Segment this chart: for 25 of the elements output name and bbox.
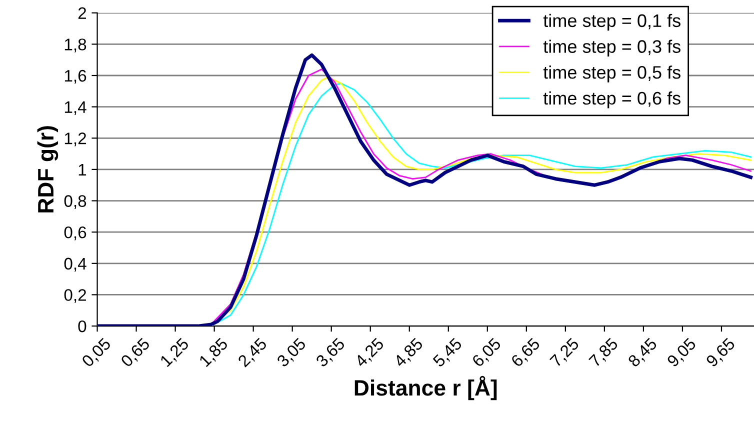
- legend-label: time step = 0,3 fs: [543, 40, 680, 57]
- x-tick-label: 6,05: [471, 337, 503, 369]
- y-tick-label: 0,6: [64, 226, 86, 240]
- x-tick-label: 4,25: [354, 337, 386, 370]
- y-tick-label: 1,2: [64, 132, 86, 146]
- y-tick-label: 1,8: [64, 38, 86, 52]
- x-tick-label: 6,65: [510, 337, 542, 369]
- y-tick-label: 0,8: [64, 195, 86, 209]
- y-tick-label: 1: [78, 164, 86, 176]
- x-axis-title: Distance r [Å]: [354, 376, 497, 400]
- x-tick-label: 4,85: [393, 337, 425, 370]
- y-tick-label: 0,2: [64, 289, 86, 303]
- x-tick-label: 0,05: [81, 337, 113, 369]
- y-tick-label: 1,4: [64, 101, 86, 115]
- y-tick-label: 0,4: [64, 258, 86, 272]
- legend-label: time step = 0,6 fs: [543, 91, 680, 108]
- legend-label: time step = 0,1 fs: [543, 14, 680, 31]
- legend-label: time step = 0,5 fs: [543, 66, 680, 82]
- x-tick-label: 0,65: [120, 337, 152, 369]
- y-axis-title: RDF g(r): [37, 126, 58, 212]
- y-tick-label: 1,6: [64, 70, 86, 84]
- x-tick-label: 7,85: [588, 337, 620, 369]
- y-tick-label: 0: [78, 320, 86, 332]
- y-tick-label: 2: [78, 7, 86, 19]
- x-tick-label: 7,25: [549, 337, 581, 369]
